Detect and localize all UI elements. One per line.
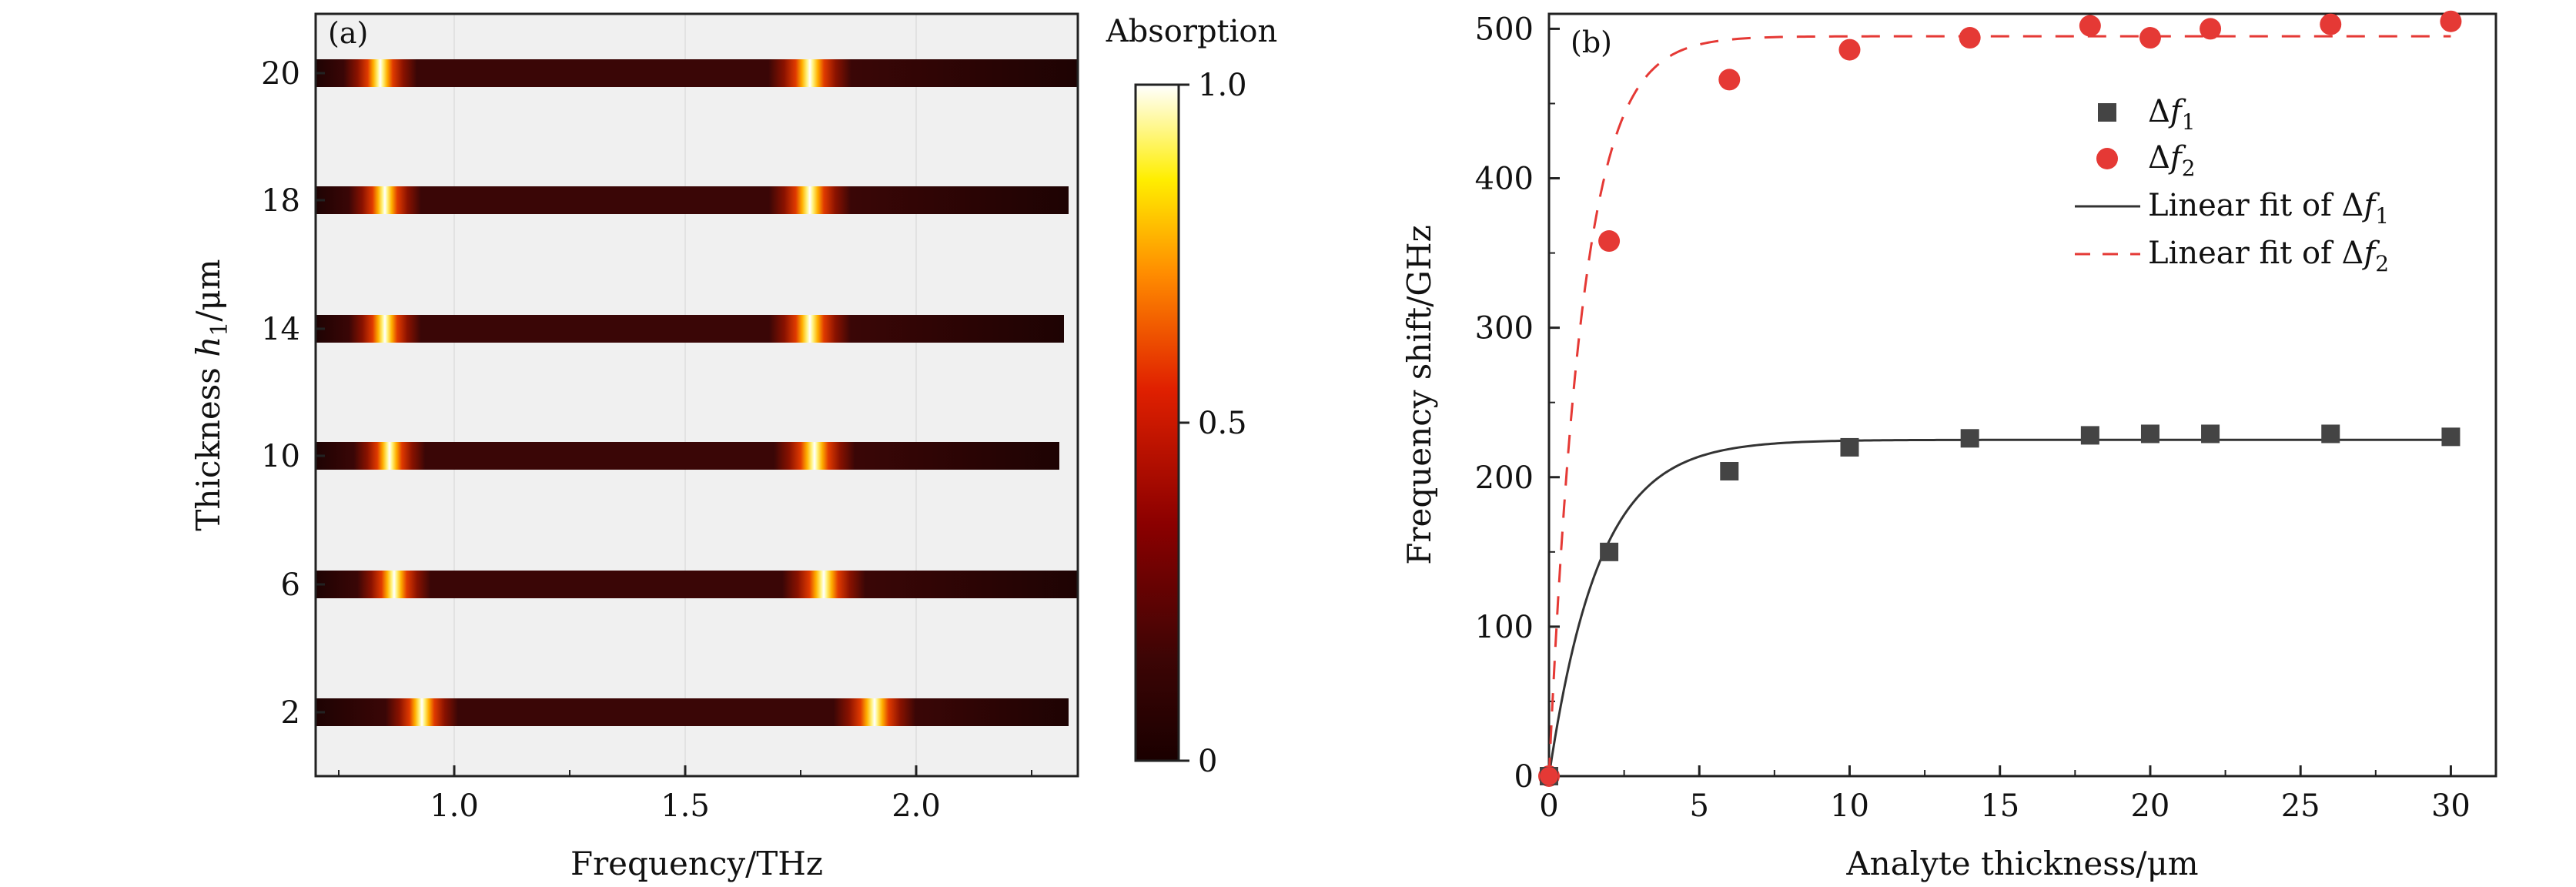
heatmap-x-tick-label: 2.0 bbox=[892, 788, 941, 824]
scatter-y-label: Frequency shift/GHz bbox=[1400, 225, 1438, 564]
point-f2 bbox=[2200, 18, 2222, 40]
heatmap-frame bbox=[314, 12, 1079, 778]
heatmap-gridlines bbox=[453, 14, 917, 776]
heatmap-y-tick-label: 20 bbox=[261, 56, 300, 92]
data-points bbox=[1538, 10, 2462, 787]
scatter-x-tick-label: 0 bbox=[1539, 788, 1558, 824]
scatter-y-ticks: 0 100 200 300 400 500 bbox=[1475, 12, 1560, 795]
heatmap-y-tick-label: 6 bbox=[281, 567, 300, 603]
scatter-y-tick-label: 500 bbox=[1475, 12, 1534, 47]
heatmap-y-tick-label: 2 bbox=[281, 695, 300, 731]
point-f2 bbox=[1959, 27, 1981, 49]
scatter-x-tick-label: 15 bbox=[1980, 788, 2019, 824]
point-f1 bbox=[2080, 426, 2099, 445]
scatter-x-tick-label: 5 bbox=[1690, 788, 1709, 824]
scatter-x-tick-label: 25 bbox=[2281, 788, 2320, 824]
point-f2 bbox=[1598, 230, 1621, 253]
heatmap-band-18um bbox=[316, 186, 1069, 214]
point-f1 bbox=[1840, 437, 1859, 457]
panel-a-label: (a) bbox=[328, 16, 368, 50]
scatter-y-tick-label: 300 bbox=[1475, 311, 1534, 346]
colorbar: 0 0.5 1.0 Absorption bbox=[1106, 14, 1278, 779]
point-f2 bbox=[2139, 27, 2161, 49]
scatter-x-tick-label: 30 bbox=[2431, 788, 2471, 824]
heatmap-band-2um bbox=[316, 698, 1069, 726]
point-f1 bbox=[1600, 542, 1619, 561]
scatter-y-tick-label: 0 bbox=[1514, 759, 1534, 795]
scatter-x-label: Analyte thickness/μm bbox=[1845, 845, 2198, 882]
scatter-x-tick-label: 20 bbox=[2130, 788, 2170, 824]
point-f1 bbox=[1720, 462, 1739, 480]
heatmap-y-label: Thickness h1/μm bbox=[189, 259, 233, 531]
heatmap-band-10um bbox=[316, 442, 1059, 470]
heatmap-band-20um bbox=[316, 59, 1078, 87]
colorbar-tick-label: 1.0 bbox=[1198, 68, 1247, 103]
heatmap-x-label: Frequency/THz bbox=[570, 845, 823, 882]
colorbar-ticks: 0 0.5 1.0 bbox=[1179, 68, 1247, 779]
colorbar-gradient bbox=[1134, 83, 1180, 762]
panel-a: 1.0 1.5 2.0 20 18 14 10 6 2 (a) Frequency/THz T… bbox=[189, 12, 1079, 882]
scatter-y-tick-label: 100 bbox=[1475, 610, 1534, 645]
legend-marker-f1 bbox=[2098, 103, 2116, 122]
heatmap-band-6um bbox=[316, 571, 1078, 598]
panel-b-label: (b) bbox=[1571, 25, 1612, 59]
point-f2 bbox=[2440, 10, 2462, 32]
heatmap-band-14um bbox=[316, 315, 1064, 343]
fit-curve-1 bbox=[1547, 438, 2451, 777]
panel-b: 0 5 10 15 20 25 30 0 100 200 300 400 500 (b) Analyt… bbox=[1400, 10, 2497, 882]
legend-entry-fit-f2: Linear fit of Δf2 bbox=[2148, 236, 2389, 276]
heatmap-plot-area bbox=[316, 14, 1078, 776]
point-f2 bbox=[2320, 13, 2342, 35]
heatmap-y-tick-label: 14 bbox=[261, 312, 300, 347]
point-f2-origin bbox=[1540, 767, 1558, 785]
heatmap-x-ticks: 1.0 1.5 2.0 bbox=[338, 765, 1032, 824]
scatter-y-tick-label: 400 bbox=[1475, 162, 1534, 197]
heatmap-x-tick-label: 1.0 bbox=[430, 788, 479, 824]
heatmap-y-tick-label: 10 bbox=[261, 439, 300, 474]
point-f1 bbox=[2321, 424, 2340, 444]
fit-curves bbox=[1547, 35, 2451, 777]
point-f2 bbox=[1718, 69, 1741, 91]
heatmap-y-tick-label: 18 bbox=[261, 183, 300, 219]
legend-entry-fit-f1: Linear fit of Δf1 bbox=[2148, 188, 2389, 229]
scatter-y-tick-label: 200 bbox=[1475, 460, 1534, 496]
colorbar-label: Absorption bbox=[1106, 14, 1278, 49]
heatmap-y-ticks: 20 18 14 10 6 2 bbox=[261, 56, 325, 731]
point-f2 bbox=[2079, 15, 2101, 37]
point-f1 bbox=[2441, 427, 2461, 447]
legend-marker-f2 bbox=[2096, 148, 2118, 169]
point-f2 bbox=[1838, 38, 1861, 61]
fit-curve-2 bbox=[1547, 35, 2451, 777]
point-f1 bbox=[1960, 429, 1979, 448]
heatmap-rows bbox=[316, 59, 1078, 726]
point-f1 bbox=[2140, 424, 2159, 444]
point-f1 bbox=[2201, 424, 2220, 444]
heatmap-x-tick-label: 1.5 bbox=[661, 788, 710, 824]
scatter-x-tick-label: 10 bbox=[1830, 788, 1869, 824]
heatmap-y-label-text: Thickness h1/μm bbox=[189, 259, 233, 531]
scatter-plot-area bbox=[1547, 12, 2497, 778]
scatter-x-ticks: 0 5 10 15 20 25 30 bbox=[1539, 765, 2471, 824]
colorbar-tick-label: 0.5 bbox=[1198, 406, 1247, 441]
colorbar-tick-label: 0 bbox=[1198, 744, 1217, 779]
